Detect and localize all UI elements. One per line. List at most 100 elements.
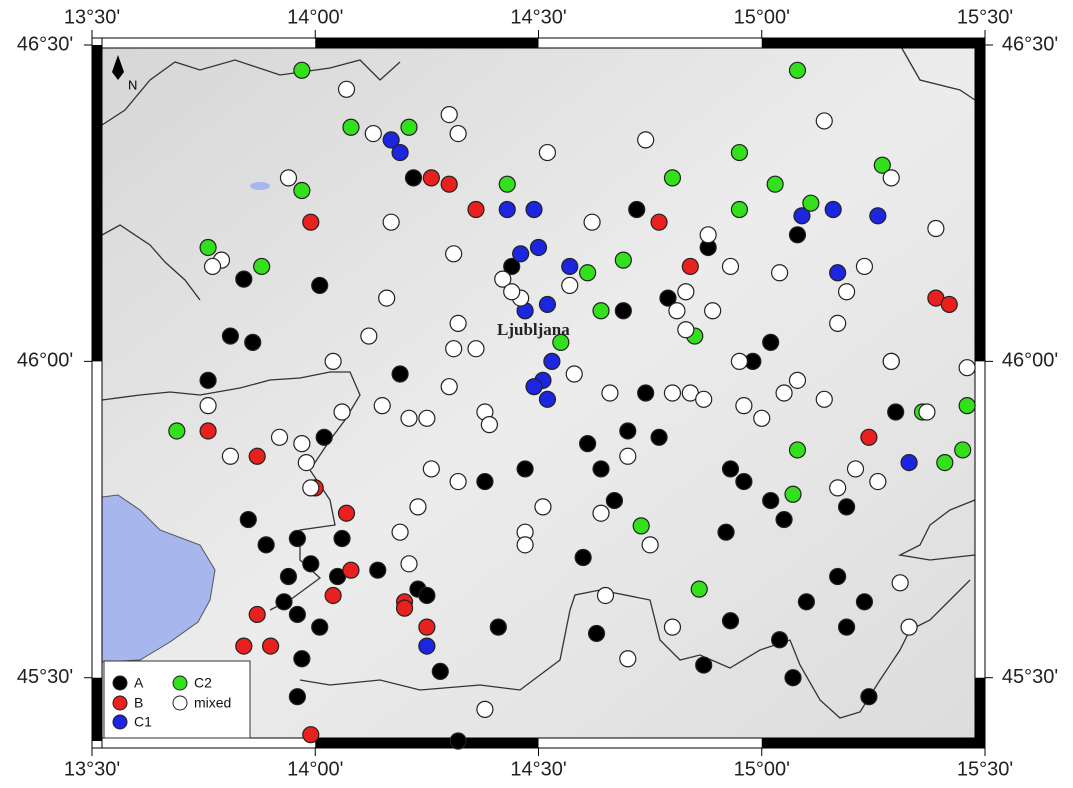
site-marker: [736, 398, 752, 414]
site-marker: [575, 550, 591, 566]
site-marker: [339, 81, 355, 97]
site-marker: [883, 170, 899, 186]
site-marker: [517, 537, 533, 553]
site-marker: [580, 265, 596, 281]
site-marker: [754, 410, 770, 426]
site-marker: [593, 505, 609, 521]
legend-label: A: [134, 675, 144, 691]
site-marker: [731, 353, 747, 369]
site-marker: [517, 461, 533, 477]
legend-marker: [113, 715, 127, 729]
site-marker: [531, 239, 547, 255]
y-tick-label: 45°30': [17, 666, 73, 688]
site-marker: [722, 461, 738, 477]
site-marker: [446, 341, 462, 357]
site-marker: [504, 284, 520, 300]
site-marker: [383, 214, 399, 230]
site-marker: [405, 170, 421, 186]
site-marker: [245, 334, 261, 350]
site-marker: [870, 208, 886, 224]
site-marker: [959, 398, 975, 414]
legend-marker: [113, 676, 127, 690]
x-tick-label: 15°30': [957, 758, 1013, 780]
legend-marker: [173, 696, 187, 710]
site-marker: [580, 436, 596, 452]
site-marker: [432, 663, 448, 679]
x-tick-label: 13°30': [64, 758, 120, 780]
site-marker: [303, 556, 319, 572]
site-marker: [289, 531, 305, 547]
site-marker: [789, 227, 805, 243]
site-marker: [602, 385, 618, 401]
x-tick-label: 15°00': [734, 758, 790, 780]
site-marker: [419, 410, 435, 426]
site-marker: [446, 246, 462, 262]
site-marker: [856, 594, 872, 610]
site-marker: [629, 202, 645, 218]
site-marker: [767, 176, 783, 192]
frame-segment: [762, 738, 985, 748]
site-marker: [861, 689, 877, 705]
site-marker: [289, 606, 305, 622]
site-marker: [955, 442, 971, 458]
site-marker: [303, 727, 319, 743]
site-marker: [423, 170, 439, 186]
site-marker: [763, 334, 779, 350]
site-marker: [419, 619, 435, 635]
site-marker: [499, 202, 515, 218]
site-marker: [664, 170, 680, 186]
site-marker: [441, 176, 457, 192]
site-marker: [718, 524, 734, 540]
site-marker: [339, 505, 355, 521]
site-marker: [830, 315, 846, 331]
site-marker: [772, 265, 788, 281]
site-marker: [477, 701, 493, 717]
site-marker: [236, 638, 252, 654]
site-marker: [526, 202, 542, 218]
site-marker: [200, 398, 216, 414]
site-marker: [325, 587, 341, 603]
site-marker: [539, 391, 555, 407]
site-marker: [401, 556, 417, 572]
site-marker: [392, 366, 408, 382]
site-marker: [593, 303, 609, 319]
site-marker: [830, 480, 846, 496]
x-tick-label: 14°00': [287, 6, 343, 28]
frame-segment: [975, 45, 985, 361]
legend-label: B: [134, 695, 143, 711]
site-marker: [789, 62, 805, 78]
site-marker: [776, 512, 792, 528]
site-marker: [691, 581, 707, 597]
site-marker: [441, 107, 457, 123]
site-marker: [490, 619, 506, 635]
frame-segment: [762, 38, 985, 48]
site-marker: [825, 202, 841, 218]
site-marker: [682, 258, 698, 274]
x-tick-label: 14°30': [510, 758, 566, 780]
site-marker: [722, 258, 738, 274]
site-marker: [370, 562, 386, 578]
site-marker: [294, 183, 310, 199]
site-marker: [236, 271, 252, 287]
site-marker: [169, 423, 185, 439]
site-marker: [526, 379, 542, 395]
site-marker: [803, 195, 819, 211]
site-marker: [696, 657, 712, 673]
legend-marker: [173, 676, 187, 690]
y-tick-label: 46°00': [1002, 350, 1058, 372]
site-marker: [664, 619, 680, 635]
site-marker: [222, 328, 238, 344]
site-marker: [200, 372, 216, 388]
site-marker: [633, 518, 649, 534]
site-marker: [606, 493, 622, 509]
site-marker: [450, 126, 466, 142]
site-marker: [419, 587, 435, 603]
site-marker: [535, 499, 551, 515]
map: 13°30'13°30'14°00'14°00'14°30'14°30'15°0…: [0, 0, 1073, 783]
site-marker: [861, 429, 877, 445]
site-marker: [798, 594, 814, 610]
site-marker: [200, 423, 216, 439]
site-marker: [481, 417, 497, 433]
site-marker: [839, 499, 855, 515]
site-marker: [941, 296, 957, 312]
